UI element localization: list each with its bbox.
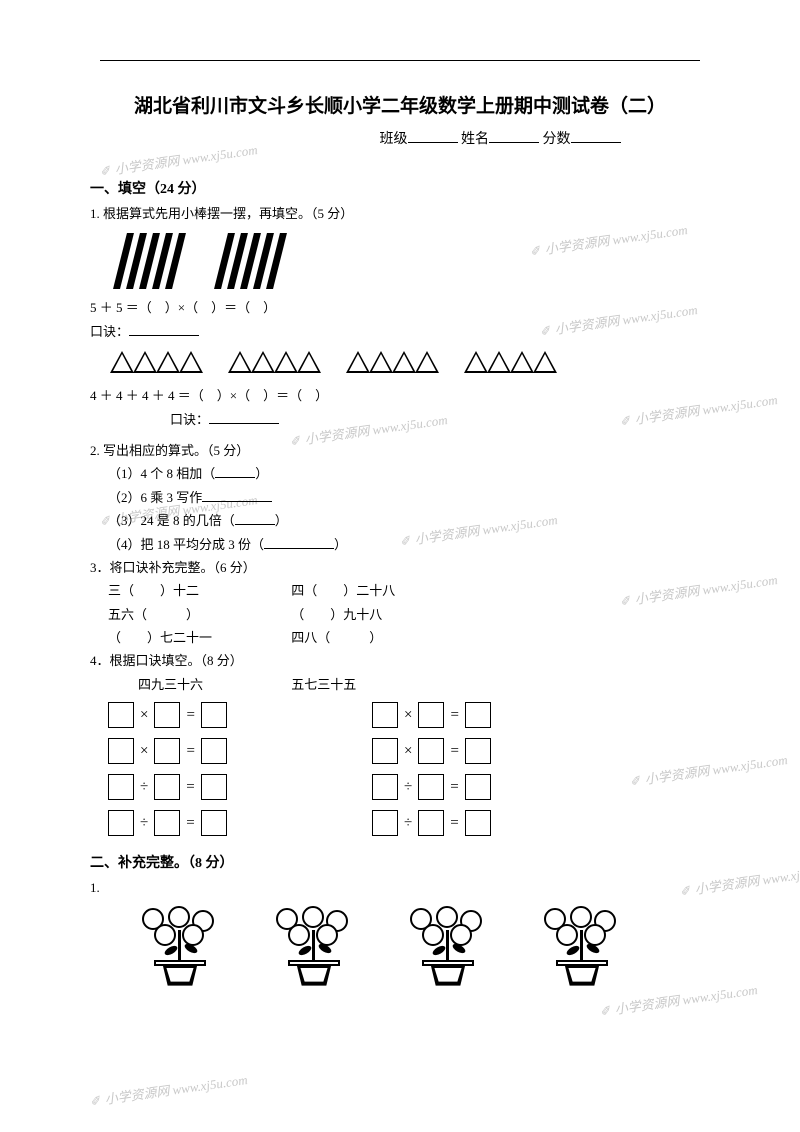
q3-prompt: 3．将口诀补充完整。（6 分）	[90, 556, 710, 579]
triangle-icon	[110, 351, 134, 373]
q2-c: （3）24 是 8 的几倍（）	[90, 509, 710, 532]
q1-koujue: 口诀：	[90, 320, 710, 343]
divide-icon: ÷	[140, 779, 148, 796]
flower-pot-icon	[398, 906, 498, 986]
triangles-figure	[110, 351, 710, 378]
q1-koujue2: 口诀：	[90, 408, 710, 431]
times-icon: ×	[140, 707, 148, 724]
eq-row: ×= ×=	[104, 702, 710, 728]
info-line: 班级 姓名 分数	[90, 128, 710, 148]
top-rule	[100, 60, 700, 61]
q1-prompt: 1. 根据算式先用小棒摆一摆，再填空。（5 分）	[90, 202, 710, 225]
eq-row: ÷= ÷=	[104, 810, 710, 836]
flower-pot-icon	[130, 906, 230, 986]
s2-sub: 1.	[90, 876, 710, 899]
section-2-heading: 二、补充完整。（8 分）	[90, 852, 710, 872]
sticks-figure	[120, 233, 710, 294]
q3-row3: （ ）七二十一 四八（ ）	[90, 626, 710, 649]
flower-pot-icon	[532, 906, 632, 986]
q2-prompt: 2. 写出相应的算式。（5 分）	[90, 439, 710, 462]
eq-cell: ×=	[104, 702, 364, 728]
answer-box[interactable]	[108, 702, 134, 728]
blank-2d[interactable]	[264, 535, 334, 549]
q2-b: （2）6 乘 3 写作	[90, 486, 710, 509]
q4-headers: 四九三十六 五七三十五	[90, 673, 710, 696]
q2-a: （1）4 个 8 相加（）	[90, 462, 710, 485]
flower-pot-icon	[264, 906, 364, 986]
blank-2b[interactable]	[202, 488, 272, 502]
blank-koujue2[interactable]	[209, 410, 279, 424]
equation-grid: ×= ×= ×= ×= ÷= ÷= ÷= ÷=	[104, 702, 710, 836]
q1-eq2: 4 ＋ 4 ＋ 4 ＋ 4 ＝（ ）×（ ）＝（ ）	[90, 384, 710, 407]
blank-class[interactable]	[408, 129, 458, 143]
blank-2c[interactable]	[235, 511, 275, 525]
eq-row: ÷= ÷=	[104, 774, 710, 800]
page: 湖北省利川市文斗乡长顺小学二年级数学上册期中测试卷（二） 班级 姓名 分数 一、…	[0, 0, 800, 1031]
blank-2a[interactable]	[215, 464, 255, 478]
eq-cell: ×=	[368, 702, 628, 728]
eq-row: ×= ×=	[104, 738, 710, 764]
label-name: 姓名	[461, 132, 489, 147]
blank-name[interactable]	[489, 129, 539, 143]
exam-title: 湖北省利川市文斗乡长顺小学二年级数学上册期中测试卷（二）	[90, 91, 710, 118]
q1-eq1: 5 ＋ 5 ＝（ ）×（ ）＝（ ）	[90, 296, 710, 319]
section-1-heading: 一、填空（24 分）	[90, 178, 710, 198]
q2-d: （4）把 18 平均分成 3 份（）	[90, 533, 710, 556]
q4-prompt: 4．根据口诀填空。（8 分）	[90, 649, 710, 672]
label-score: 分数	[543, 132, 571, 147]
label-class: 班级	[380, 132, 408, 147]
blank-score[interactable]	[571, 129, 621, 143]
flowers-figure	[130, 906, 710, 991]
watermark: 小学资源网 www.xj5u.com	[89, 1069, 248, 1110]
q3-row1: 三（ ）十二 四（ ）二十八	[90, 579, 710, 602]
blank-koujue1[interactable]	[129, 322, 199, 336]
q3-row2: 五六（ ） （ ）九十八	[90, 603, 710, 626]
